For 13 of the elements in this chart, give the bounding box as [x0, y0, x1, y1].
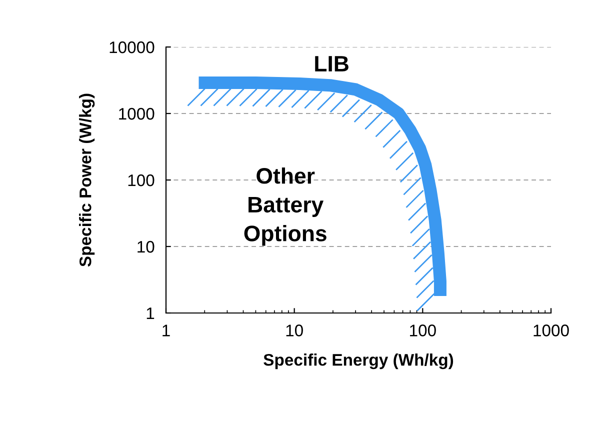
x-axis-title: Specific Energy (Wh/kg)	[264, 354, 454, 370]
y-axis-title: Specific Power (W/kg)	[79, 94, 95, 267]
annotation: LIB	[315, 56, 348, 72]
y-tick-label: 10	[138, 240, 154, 253]
x-tick-label: 100	[410, 324, 436, 336]
x-tick-label: 1000	[534, 324, 569, 336]
x-tick-label: 10	[286, 324, 303, 336]
x-tick-label: 1	[162, 324, 170, 336]
y-tick-label: 100	[128, 174, 154, 186]
y-tick-label: 1000	[119, 108, 154, 120]
y-tick-label: 10000	[110, 41, 154, 54]
annotation: Other Battery Options	[244, 167, 326, 246]
y-tick-label: 1	[146, 308, 154, 320]
